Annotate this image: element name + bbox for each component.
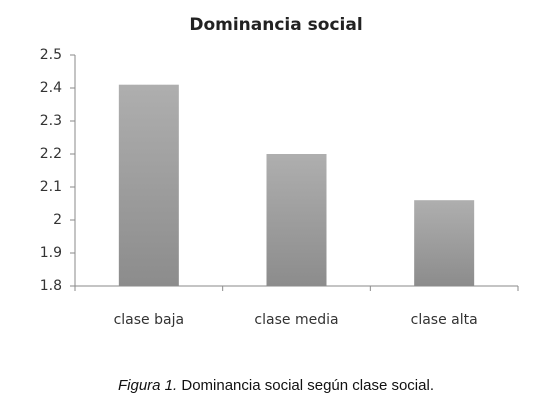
caption-text: Dominancia social según clase social. (181, 377, 434, 394)
bar (414, 200, 475, 286)
caption-label: Figura 1. (118, 377, 177, 394)
bar (118, 84, 179, 286)
y-tick-label: 2.3 (40, 113, 62, 129)
y-tick-label: 2.1 (40, 179, 62, 195)
figure-caption: Figura 1. Dominancia social según clase … (118, 377, 434, 394)
y-tick-label: 2.2 (40, 146, 62, 162)
y-tick-label: 2 (53, 212, 62, 228)
y-tick-label: 1.8 (40, 278, 62, 294)
y-tick-label: 2.4 (40, 80, 62, 96)
bar (266, 154, 327, 286)
y-tick-label: 2.5 (40, 47, 62, 63)
x-tick-label: clase alta (411, 312, 478, 328)
y-tick-label: 1.9 (40, 245, 62, 261)
x-tick-label: clase media (254, 312, 338, 328)
x-tick-label: clase baja (114, 312, 184, 328)
chart-title: Dominancia social (189, 15, 362, 35)
